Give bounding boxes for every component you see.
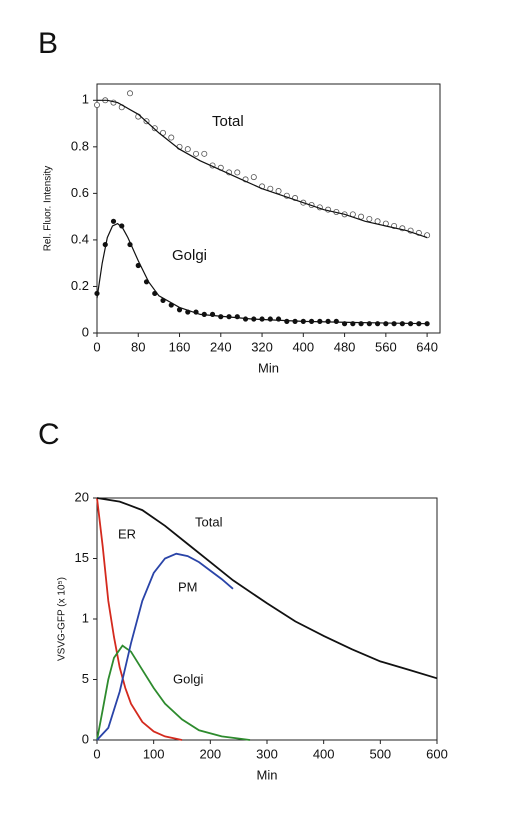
data-point [184, 146, 191, 153]
series-label: PM [178, 579, 198, 594]
series-label: Total [195, 514, 223, 529]
x-tick-label: 100 [143, 746, 165, 761]
data-point [110, 218, 117, 224]
y-tick-label: 0 [82, 731, 89, 746]
data-point [333, 318, 339, 324]
data-point [374, 321, 381, 327]
y-tick-label: 20 [75, 489, 89, 504]
x-tick-label: 300 [256, 746, 278, 761]
y-tick-label: 0.4 [71, 231, 89, 246]
x-tick-label: 600 [426, 746, 448, 761]
y-tick-label: 5 [82, 671, 89, 686]
x-tick-label: 160 [169, 339, 191, 354]
y-tick-label: 0.6 [71, 185, 89, 200]
data-point [127, 90, 134, 97]
y-tick-label: 0 [82, 324, 89, 339]
x-tick-label: 560 [375, 339, 397, 354]
plot-frame [96, 497, 438, 741]
data-line [96, 497, 438, 680]
x-tick-label: 80 [131, 339, 145, 354]
data-line [96, 497, 183, 741]
data-point [383, 321, 389, 327]
y-axis-label: VSVG-GFP (x 10⁵) [57, 577, 68, 661]
x-tick-label: 200 [199, 746, 221, 761]
data-point [366, 215, 373, 222]
series-label: Golgi [173, 671, 203, 686]
data-line [96, 552, 234, 741]
x-tick-label: 480 [334, 339, 356, 354]
data-point [201, 150, 208, 157]
x-tick-label: 240 [210, 339, 232, 354]
data-point [168, 134, 175, 141]
data-point [94, 101, 101, 108]
x-tick-label: 320 [251, 339, 273, 354]
fit-line [96, 222, 428, 325]
x-tick-label: 0 [93, 339, 100, 354]
data-line [96, 644, 251, 741]
data-point [151, 125, 158, 132]
series-label: Total [212, 113, 244, 130]
series-label: ER [118, 526, 136, 541]
y-tick-label: 0.2 [71, 278, 89, 293]
x-tick-label: 640 [416, 339, 438, 354]
y-axis-label: Rel. Fluor. Intensity [43, 166, 54, 252]
y-tick-label: 0.8 [71, 138, 89, 153]
x-tick-label: 400 [292, 339, 314, 354]
x-tick-label: 0 [93, 746, 100, 761]
panel-letter: B [38, 27, 58, 60]
data-point [275, 188, 282, 195]
x-tick-label: 400 [313, 746, 335, 761]
data-point [284, 318, 290, 324]
series-label: Golgi [172, 247, 207, 264]
fit-line [97, 99, 428, 239]
data-point [193, 150, 200, 157]
y-tick-label: 15 [75, 550, 89, 565]
data-point [234, 169, 241, 176]
plot-frame [96, 83, 441, 334]
data-point [358, 213, 365, 220]
panel-letter: C [38, 418, 60, 451]
y-tick-label: 1 [82, 92, 89, 107]
x-tick-label: 500 [369, 746, 391, 761]
data-point [267, 316, 273, 322]
x-axis-label: Min [257, 767, 278, 782]
y-tick-label: 1 [82, 610, 89, 625]
x-axis-label: Min [258, 360, 279, 375]
data-point [250, 174, 257, 181]
